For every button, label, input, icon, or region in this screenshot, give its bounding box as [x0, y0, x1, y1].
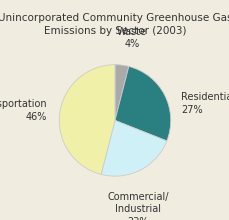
Title: Unincorporated Community Greenhouse Gas
Emissions by Sector (2003): Unincorporated Community Greenhouse Gas …	[0, 13, 229, 36]
Text: Transportation
46%: Transportation 46%	[0, 99, 47, 122]
Text: Waste
4%: Waste 4%	[116, 27, 146, 49]
Text: Residential
27%: Residential 27%	[180, 92, 229, 115]
Wedge shape	[114, 66, 170, 141]
Text: Commercial/
Industrial
23%: Commercial/ Industrial 23%	[107, 192, 168, 220]
Wedge shape	[101, 120, 166, 176]
Wedge shape	[59, 65, 114, 174]
Wedge shape	[114, 65, 128, 120]
